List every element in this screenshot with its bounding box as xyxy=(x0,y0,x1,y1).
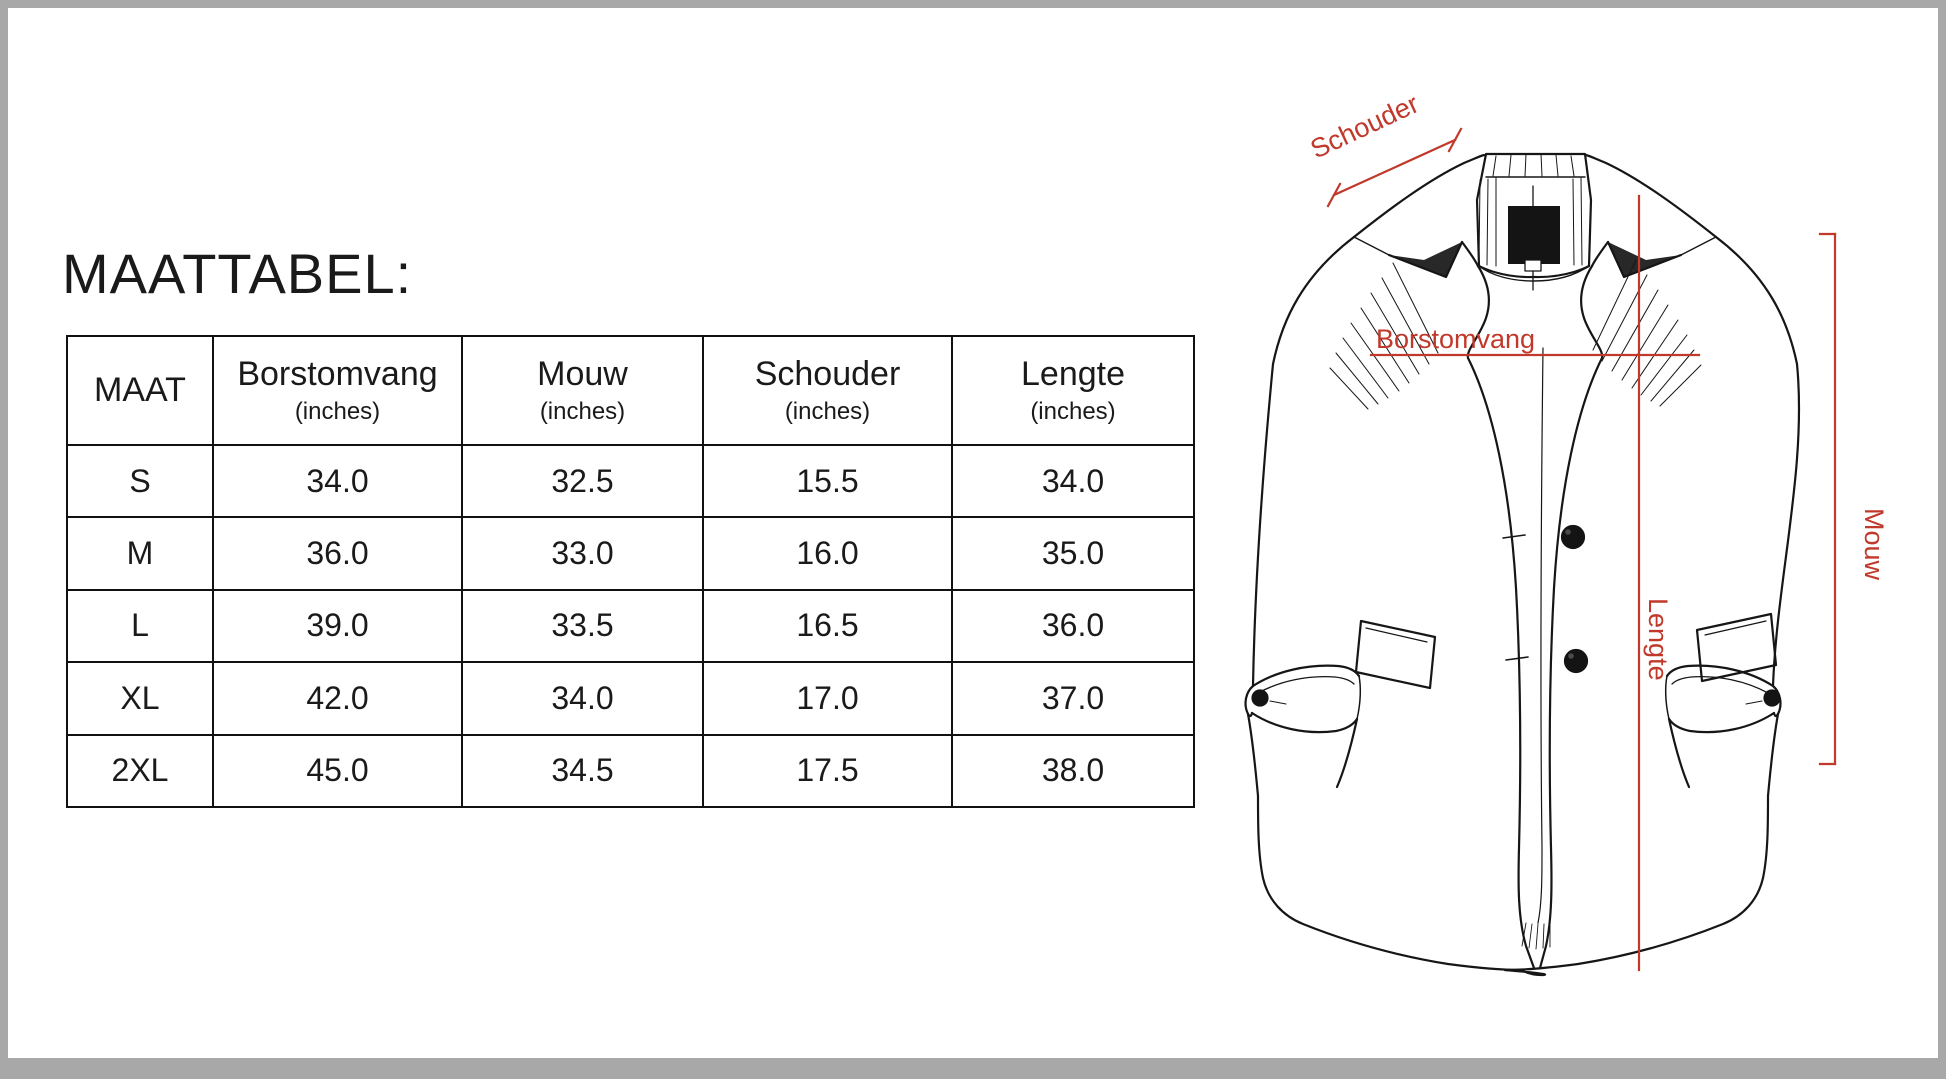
svg-text:Mouw: Mouw xyxy=(1859,508,1889,581)
svg-text:Schouder: Schouder xyxy=(1306,88,1423,164)
svg-text:Borstomvang: Borstomvang xyxy=(1376,324,1535,354)
svg-text:Lengte: Lengte xyxy=(1643,598,1673,681)
